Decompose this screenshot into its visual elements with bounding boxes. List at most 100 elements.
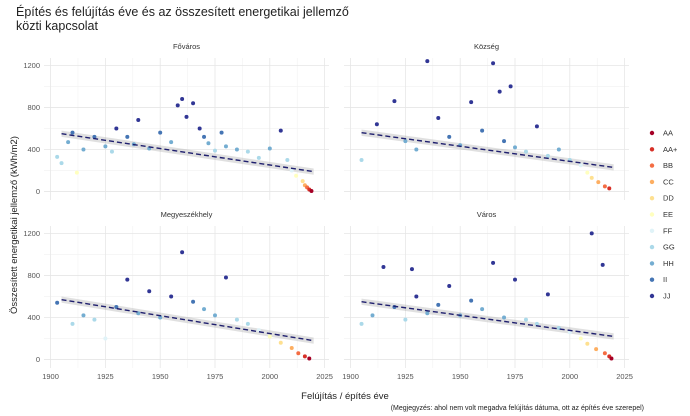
trend-confidence-band	[61, 130, 314, 175]
data-point	[381, 265, 386, 270]
x-axis-label: Felújítás / építés éve	[301, 391, 389, 402]
y-tick-label: 400	[27, 145, 40, 154]
facet-label: Község	[474, 42, 499, 51]
data-point	[256, 328, 261, 333]
legend-label: JJ	[663, 292, 671, 301]
data-point	[594, 347, 599, 352]
data-point	[600, 262, 605, 267]
data-point	[602, 351, 607, 356]
legend-label: BB	[663, 161, 673, 170]
data-point	[206, 141, 211, 146]
data-point	[545, 153, 550, 158]
data-point	[545, 292, 550, 297]
data-point	[234, 317, 239, 322]
data-point	[578, 336, 583, 341]
data-point	[114, 304, 119, 309]
data-point	[403, 139, 408, 144]
legend-swatch	[649, 130, 655, 136]
legend-label: FF	[663, 226, 673, 235]
data-point	[596, 180, 601, 185]
data-point	[92, 317, 97, 322]
data-point	[175, 103, 180, 108]
x-tick-label: 2000	[561, 372, 578, 381]
legend-label: GG	[663, 243, 675, 252]
data-point	[114, 126, 119, 131]
data-point	[109, 149, 114, 154]
legend-label: HH	[663, 259, 674, 268]
data-point	[245, 321, 250, 326]
data-point	[523, 317, 528, 322]
legend-swatch	[649, 196, 655, 201]
trend-line	[61, 298, 314, 342]
data-point	[294, 173, 299, 178]
facet-panel: Főváros 0 400 800 1200	[23, 42, 329, 200]
data-point	[278, 128, 283, 133]
data-point	[147, 289, 152, 294]
data-point	[585, 341, 590, 346]
data-point	[180, 250, 185, 255]
facet-panels: Főváros 0 400 800 1200 Község Megyeszékhely 0 40…	[23, 42, 633, 381]
data-point	[158, 130, 163, 135]
data-point	[289, 346, 294, 351]
y-tick-label: 800	[27, 103, 40, 112]
x-tick-label: 1950	[152, 372, 169, 381]
data-point	[59, 161, 64, 166]
data-point	[55, 154, 60, 159]
data-point	[81, 313, 86, 318]
legend-swatch	[649, 277, 655, 282]
trend-line	[61, 133, 314, 173]
data-point	[70, 130, 75, 135]
y-axis-label: Összesített energetikai jellemző (kWh/m2…	[9, 136, 20, 314]
data-point	[234, 147, 239, 152]
data-point	[414, 147, 419, 152]
data-point	[267, 334, 272, 339]
data-point	[425, 311, 430, 316]
data-point	[497, 89, 502, 94]
data-point	[125, 134, 130, 139]
facet-panel: Város 1900 1925 1950 1975 2000 2025	[342, 210, 633, 381]
data-point	[302, 354, 307, 359]
data-point	[103, 336, 108, 341]
x-tick-label: 1975	[507, 372, 524, 381]
trend-line	[361, 301, 614, 338]
data-point	[523, 149, 528, 154]
data-point	[374, 122, 379, 127]
data-point	[534, 124, 539, 129]
data-point	[491, 61, 496, 66]
data-point	[508, 84, 513, 89]
data-point	[589, 231, 594, 236]
data-point	[414, 294, 419, 299]
trend-confidence-band	[61, 296, 314, 344]
data-point	[300, 179, 305, 184]
data-point	[74, 170, 79, 175]
data-point	[191, 299, 196, 304]
legend-label: AA+	[663, 145, 678, 154]
data-point	[469, 298, 474, 303]
data-point	[534, 321, 539, 326]
facet-panel: Megyeszékhely 0 400 800 1200 1900 1925 1950 1975…	[23, 210, 333, 381]
data-point	[359, 158, 364, 163]
data-point	[436, 115, 441, 120]
data-point	[502, 315, 507, 320]
y-tick-label: 0	[36, 355, 40, 364]
data-point	[184, 114, 189, 119]
facet-label: Főváros	[173, 42, 200, 51]
data-point	[447, 283, 452, 288]
legend-swatch	[649, 244, 655, 250]
data-point	[125, 277, 130, 282]
data-point	[409, 267, 414, 272]
data-point	[578, 163, 583, 168]
legend-swatch	[649, 261, 655, 266]
legend: AA AA+ BB CC DD EE FF GG HH II JJ	[649, 129, 678, 301]
data-point	[103, 144, 108, 149]
data-point	[169, 140, 174, 145]
y-tick-label: 800	[27, 271, 40, 280]
legend-label: EE	[663, 210, 673, 219]
data-point	[223, 275, 228, 280]
legend-label: II	[663, 275, 667, 284]
legend-swatch	[649, 179, 655, 185]
data-point	[513, 145, 517, 150]
gridlines	[44, 226, 329, 368]
data-point	[223, 144, 228, 149]
